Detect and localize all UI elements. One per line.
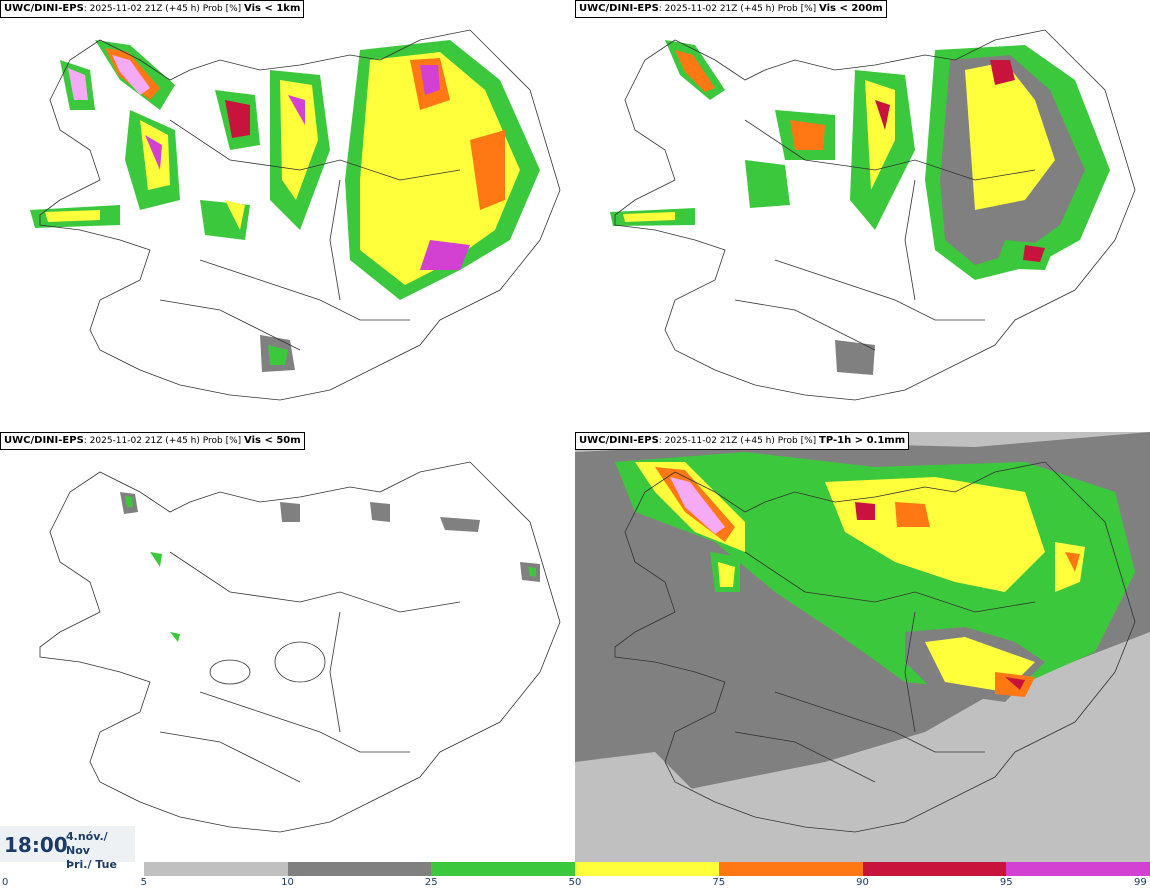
colorbar-tick-label: 90 — [856, 877, 869, 888]
colorbar-tick-label: 25 — [424, 877, 438, 888]
iceland-map — [39, 461, 561, 833]
map-panel-vis-50m: UWC/DINI-EPS: 2025-11-02 21Z (+45 h) Pro… — [0, 432, 575, 862]
panel-title: UWC/DINI-EPS: 2025-11-02 21Z (+45 h) Pro… — [575, 0, 887, 18]
map-panel-vis-1km: UWC/DINI-EPS: 2025-11-02 21Z (+45 h) Pro… — [0, 0, 575, 430]
colorbar-tick-label: 50 — [568, 877, 582, 888]
map-panel-vis-200m: UWC/DINI-EPS: 2025-11-02 21Z (+45 h) Pro… — [575, 0, 1150, 430]
iceland-coastline — [39, 461, 561, 833]
colorbar-tick-label: 99 — [1134, 877, 1147, 888]
iceland-map — [575, 432, 1150, 862]
valid-date-line1: 4.nóv./ Nov — [66, 830, 108, 857]
colorbar-segment — [1006, 862, 1150, 876]
map-panel-tp-1h: UWC/DINI-EPS: 2025-11-02 21Z (+45 h) Pro… — [575, 432, 1150, 862]
panel-title: UWC/DINI-EPS: 2025-11-02 21Z (+45 h) Pro… — [0, 0, 305, 18]
colorbar-tick-label: 75 — [712, 877, 726, 888]
valid-date: 4.nóv./ Nov Þri./ Tue — [66, 830, 135, 872]
probability-field — [575, 432, 1150, 862]
valid-date-line2: Þri./ Tue — [66, 858, 117, 871]
valid-time-box: 18:00 4.nóv./ Nov Þri./ Tue — [0, 826, 135, 871]
colorbar-segment — [862, 862, 1007, 876]
iceland-coastline — [614, 29, 1136, 401]
panel-title: UWC/DINI-EPS: 2025-11-02 21Z (+45 h) Pro… — [575, 432, 910, 450]
colorbar-tick-label: 0 — [2, 877, 9, 888]
colorbar-segment — [718, 862, 863, 876]
iceland-map — [30, 29, 561, 401]
colorbar-segment — [287, 862, 432, 876]
colorbar-tick-label: 10 — [281, 877, 294, 888]
colorbar-tick-label: 5 — [140, 877, 147, 888]
colorbar-segment — [575, 862, 719, 876]
iceland-map — [610, 29, 1136, 401]
colorbar-segment — [431, 862, 575, 876]
iceland-coastline — [614, 461, 1136, 833]
probability-field — [30, 40, 540, 372]
colorbar-segment — [143, 862, 288, 876]
colorbar-tick-label: 95 — [999, 877, 1013, 888]
probability-field — [610, 40, 1110, 375]
panel-title: UWC/DINI-EPS: 2025-11-02 21Z (+45 h) Pro… — [0, 432, 305, 450]
iceland-coastline — [39, 29, 561, 401]
valid-time: 18:00 — [4, 833, 68, 857]
probability-field — [120, 492, 540, 642]
